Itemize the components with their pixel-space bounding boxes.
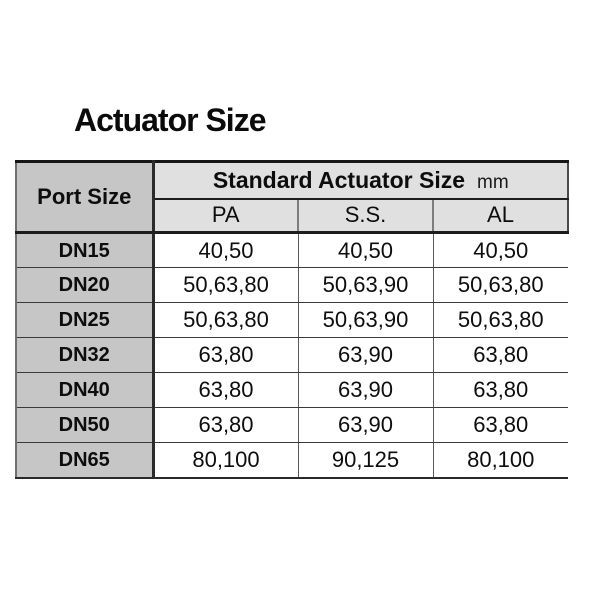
cell-pa: 63,80: [153, 407, 298, 443]
table-row: DN50 63,80 63,90 63,80: [16, 407, 568, 443]
table-header: Port Size Standard Actuator Size mm PA S.…: [16, 161, 569, 234]
column-header-pa: PA: [153, 198, 298, 234]
page-title: Actuator Size: [74, 102, 266, 138]
column-group-header: Standard Actuator Size mm: [153, 161, 569, 200]
table-row: DN40 63,80 63,90 63,80: [16, 372, 568, 408]
table-row: DN32 63,80 63,90 63,80: [16, 337, 568, 373]
row-header-port-size: DN20: [16, 267, 155, 303]
header-subhead-row: PA S.S. AL: [16, 198, 569, 234]
header-group-row: Port Size Standard Actuator Size mm: [16, 161, 569, 234]
row-header-port-size: DN65: [16, 442, 155, 478]
cell-al: 63,80: [432, 407, 568, 443]
table-row: DN25 50,63,80 50,63,90 50,63,80: [16, 302, 568, 338]
cell-al: 40,50: [432, 232, 568, 268]
cell-ss: 50,63,90: [297, 267, 433, 303]
cell-pa: 63,80: [153, 372, 298, 408]
cell-al: 50,63,80: [432, 267, 568, 303]
row-header-port-size: DN15: [16, 232, 155, 268]
cell-al: 80,100: [432, 442, 568, 478]
column-header-port-size: Port Size: [16, 161, 155, 234]
cell-al: 50,63,80: [432, 302, 568, 338]
group-header-label: Standard Actuator Size: [212, 166, 466, 193]
row-header-port-size: DN25: [16, 302, 155, 338]
column-header-ss: S.S.: [297, 198, 433, 234]
table-row: DN65 80,100 90,125 80,100: [16, 442, 568, 478]
cell-ss: 90,125: [297, 442, 433, 478]
row-header-port-size: DN40: [16, 372, 155, 408]
cell-pa: 50,63,80: [153, 267, 298, 303]
cell-al: 63,80: [432, 337, 568, 373]
unit-label: mm: [477, 171, 509, 193]
cell-pa: 50,63,80: [153, 302, 298, 338]
cell-ss: 63,90: [297, 372, 433, 408]
cell-pa: 40,50: [153, 232, 298, 268]
cell-ss: 40,50: [297, 232, 433, 268]
row-header-port-size: DN32: [16, 337, 155, 373]
cell-ss: 63,90: [297, 337, 433, 373]
actuator-size-table: Port Size Standard Actuator Size mm PA S.…: [15, 160, 569, 479]
row-header-port-size: DN50: [16, 407, 155, 443]
column-header-al: AL: [432, 198, 569, 234]
cell-ss: 50,63,90: [297, 302, 433, 338]
table-row: DN20 50,63,80 50,63,90 50,63,80: [16, 267, 568, 303]
table-body: DN15 40,50 40,50 40,50 DN20 50,63,80 50,…: [16, 232, 568, 478]
cell-al: 63,80: [432, 372, 568, 408]
cell-pa: 80,100: [153, 442, 298, 478]
cell-pa: 63,80: [153, 337, 298, 373]
cell-ss: 63,90: [297, 407, 433, 443]
table-row: DN15 40,50 40,50 40,50: [16, 232, 568, 268]
